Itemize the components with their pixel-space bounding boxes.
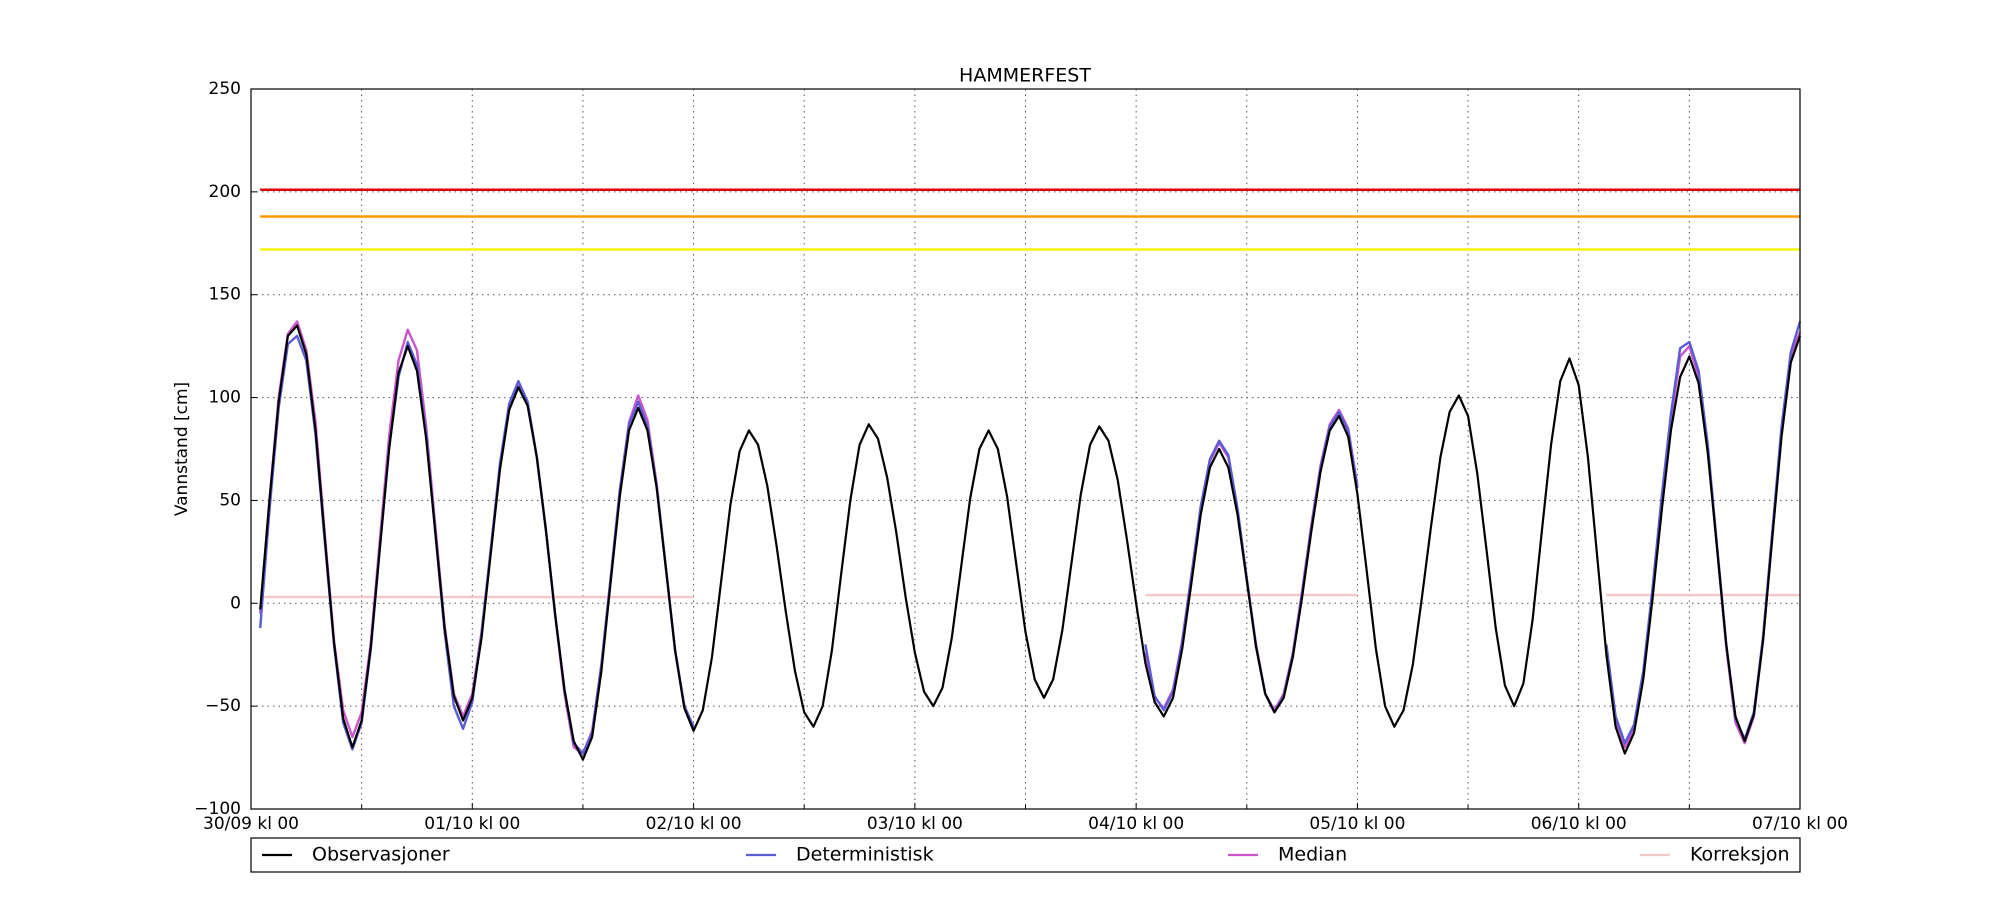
legend-label: Deterministisk <box>796 844 934 866</box>
x-tick-label: 02/10 kl 00 <box>646 814 742 834</box>
y-tick-label: 50 <box>219 490 241 510</box>
y-tick-label: 200 <box>209 182 241 202</box>
x-tick-label: 03/10 kl 00 <box>867 814 963 834</box>
x-tick-label: 04/10 kl 00 <box>1088 814 1184 834</box>
x-tick-label: 07/10 kl 00 <box>1752 814 1848 834</box>
legend-label: Observasjoner <box>312 844 450 866</box>
x-tick-label: 01/10 kl 00 <box>424 814 520 834</box>
legend-label: Korreksjon <box>1690 844 1790 866</box>
x-tick-label: 06/10 kl 00 <box>1531 814 1627 834</box>
legend-box <box>250 837 1801 873</box>
axes-frame <box>250 88 1801 810</box>
y-tick-label: 100 <box>209 388 241 408</box>
x-tick-label: 05/10 kl 00 <box>1309 814 1405 834</box>
y-axis-label: Vannstand [cm] <box>172 382 192 516</box>
y-tick-label: −50 <box>205 696 241 716</box>
y-tick-label: 0 <box>230 593 241 613</box>
y-tick-label: 250 <box>209 79 241 99</box>
y-tick-label: 150 <box>209 285 241 305</box>
y-tick-label: −100 <box>194 799 241 819</box>
chart-title: HAMMERFEST <box>959 65 1091 87</box>
x-tick-label: 30/09 kl 00 <box>203 814 299 834</box>
legend-label: Median <box>1278 844 1347 866</box>
series-line <box>259 324 1802 761</box>
